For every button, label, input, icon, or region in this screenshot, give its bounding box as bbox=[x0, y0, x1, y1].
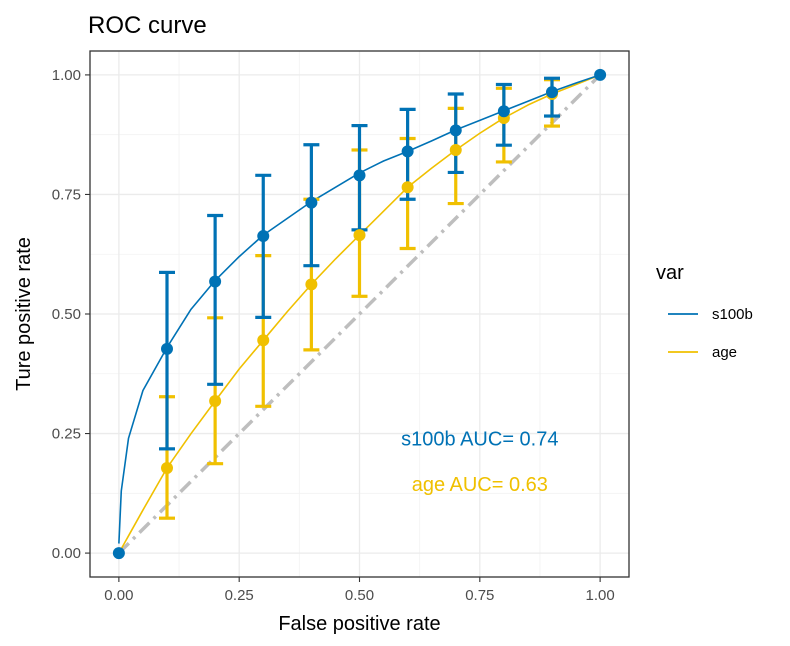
legend-label-age: age bbox=[712, 344, 737, 361]
reference-layer bbox=[117, 73, 602, 555]
reference-diagonal-line bbox=[117, 73, 602, 555]
plot-panel: s100b AUC= 0.74 age AUC= 0.63 bbox=[89, 50, 630, 578]
y-tick-label: 0.00 bbox=[52, 545, 81, 562]
s100b-point bbox=[594, 68, 607, 81]
legend-items: s100b age bbox=[668, 306, 753, 361]
annotation-layer: s100b AUC= 0.74 age AUC= 0.63 bbox=[401, 428, 558, 495]
x-tick-label: 0.25 bbox=[225, 587, 254, 604]
y-axis-title: Ture positive rate bbox=[13, 237, 35, 391]
y-tick-label: 1.00 bbox=[52, 67, 81, 84]
age-point bbox=[353, 229, 366, 242]
y-tick-label: 0.50 bbox=[52, 306, 81, 323]
age-point bbox=[401, 181, 414, 194]
x-axis-title: False positive rate bbox=[278, 613, 440, 635]
y-tick-label: 0.25 bbox=[52, 426, 81, 443]
y-tick-label: 0.75 bbox=[52, 186, 81, 203]
s100b-curve-line bbox=[118, 74, 601, 544]
y-axis: 0.00 0.25 0.50 0.75 1.00 bbox=[52, 67, 90, 562]
legend: var s100b age bbox=[656, 262, 753, 361]
legend-label-s100b: s100b bbox=[712, 306, 753, 323]
legend-title: var bbox=[656, 262, 684, 284]
age-point bbox=[161, 461, 173, 474]
point-layer bbox=[112, 68, 607, 560]
x-tick-label: 0.50 bbox=[345, 587, 374, 604]
chart-title: ROC curve bbox=[88, 12, 207, 39]
age-point bbox=[257, 334, 270, 347]
x-tick-label: 0.75 bbox=[465, 587, 494, 604]
s100b-point bbox=[497, 105, 510, 118]
age-point bbox=[209, 395, 222, 408]
s100b-point bbox=[161, 342, 173, 355]
s100b-point bbox=[305, 196, 318, 209]
s100b-point bbox=[401, 145, 414, 158]
x-axis: 0.00 0.25 0.50 0.75 1.00 bbox=[104, 577, 615, 604]
s100b-point bbox=[546, 86, 558, 99]
auc-annotation: s100b AUC= 0.74 bbox=[401, 428, 558, 450]
age-point bbox=[449, 143, 462, 156]
s100b-point bbox=[449, 124, 462, 137]
s100b-point bbox=[112, 547, 125, 560]
auc-annotation: age AUC= 0.63 bbox=[412, 474, 548, 496]
age-point bbox=[305, 278, 318, 291]
x-tick-label: 0.00 bbox=[104, 587, 133, 604]
s100b-point bbox=[257, 230, 270, 243]
s100b-point bbox=[209, 275, 222, 288]
errorbar-layer bbox=[159, 76, 560, 520]
s100b-point bbox=[353, 169, 366, 182]
x-tick-label: 1.00 bbox=[586, 587, 615, 604]
